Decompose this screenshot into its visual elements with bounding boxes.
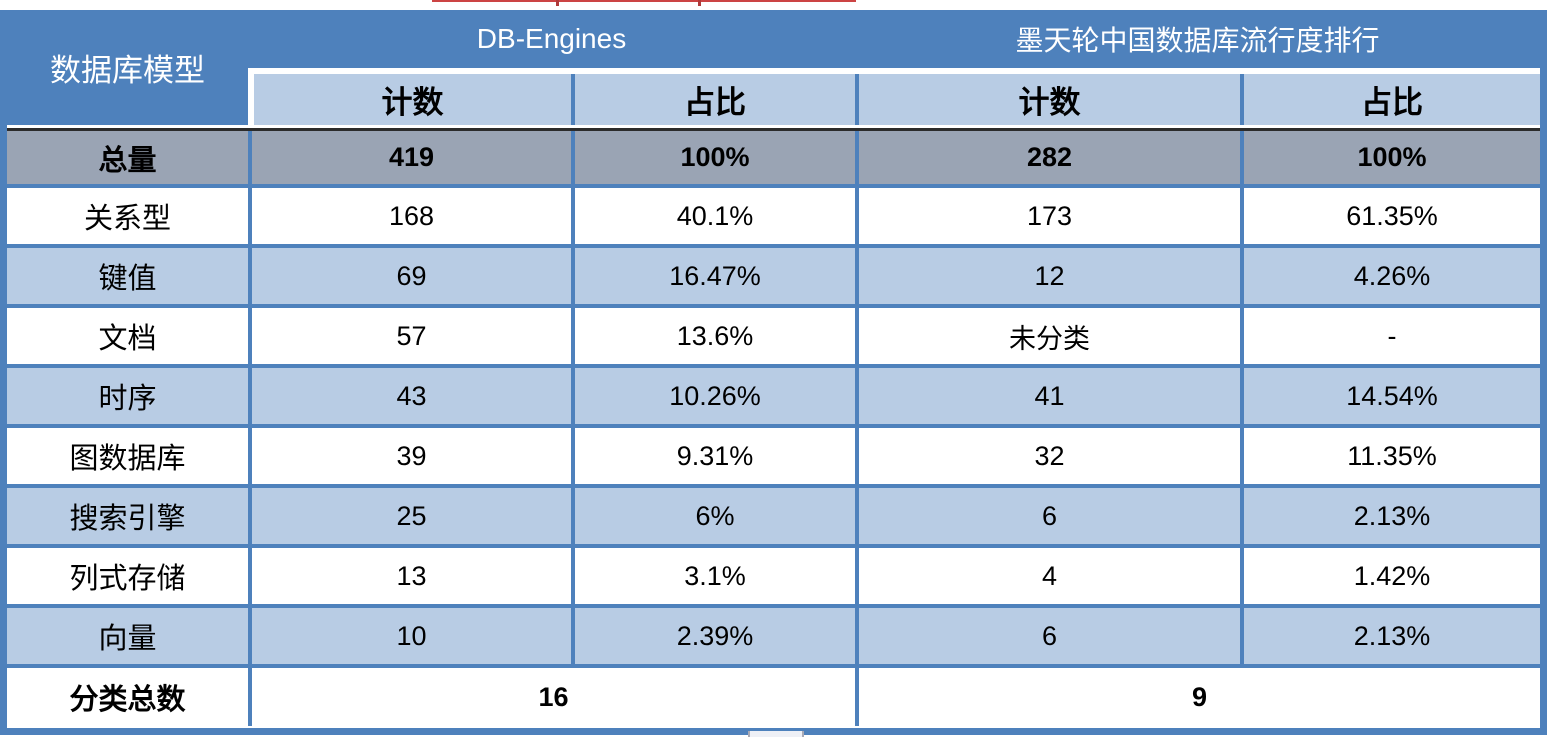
cell: 13.6% [571, 308, 855, 364]
cell: 57 [248, 308, 571, 364]
subheader-count-modb: 计数 [855, 74, 1240, 125]
row-label: 时序 [98, 383, 157, 415]
row-label: 总量 [98, 144, 157, 177]
row-label: 搜索引擎 [69, 503, 186, 535]
subheader-pct-db-engines: 占比 [571, 74, 855, 125]
table-row: 向量 10 2.39% 6 2.13% [7, 608, 1540, 668]
corner-header-label: 数据库模型 [50, 53, 205, 88]
cell: 40.1% [571, 188, 855, 244]
cell: 13 [248, 548, 571, 604]
footer-modb-total-cell: 9 [855, 668, 1540, 726]
cell: 25 [248, 488, 571, 544]
row-label: 文档 [98, 323, 157, 355]
red-line-artifact [432, 0, 856, 2]
group-header-db-engines: DB-Engines [248, 10, 855, 68]
subheader-pct-modb: 占比 [1240, 74, 1540, 125]
footer-db-engines-total-cell: 16 [248, 668, 855, 726]
corner-header-cell: 数据库模型 [7, 10, 248, 125]
cell: 100% [571, 131, 855, 184]
table-row: 列式存储 13 3.1% 4 1.42% [7, 548, 1540, 608]
red-tick-artifact [556, 0, 559, 6]
table-row: 搜索引擎 25 6% 6 2.13% [7, 488, 1540, 548]
cell: 100% [1240, 131, 1540, 184]
row-label: 图数据库 [69, 443, 186, 475]
scrollbar-artifact [748, 731, 804, 737]
row-label: 键值 [98, 263, 157, 295]
cell: 168 [248, 188, 571, 244]
subheader-count-db-engines: 计数 [254, 74, 571, 125]
cell: 16.47% [571, 248, 855, 304]
cell: 173 [855, 188, 1240, 244]
header-gap [254, 68, 1540, 74]
header-body-divider [7, 125, 1540, 128]
cell: 6 [855, 608, 1240, 664]
cell: 2.13% [1240, 488, 1540, 544]
table-row: 文档 57 13.6% 未分类 - [7, 308, 1540, 368]
table-row: 图数据库 39 9.31% 32 11.35% [7, 428, 1540, 488]
cell: 1.42% [1240, 548, 1540, 604]
cell: 10.26% [571, 368, 855, 424]
table-header: 数据库模型 DB-Engines 墨天轮中国数据库流行度排行 计数 占比 计数 … [7, 10, 1540, 125]
cell: 9.31% [571, 428, 855, 484]
cell: 2.39% [571, 608, 855, 664]
cell: 61.35% [1240, 188, 1540, 244]
cell: 419 [248, 131, 571, 184]
row-label: 向量 [98, 623, 157, 655]
cell: 39 [248, 428, 571, 484]
cell: 43 [248, 368, 571, 424]
cell: 4 [855, 548, 1240, 604]
cell: 41 [855, 368, 1240, 424]
cell: 12 [855, 248, 1240, 304]
cell: 6 [855, 488, 1240, 544]
table-row: 键值 69 16.47% 12 4.26% [7, 248, 1540, 308]
cell: 10 [248, 608, 571, 664]
table-row-total: 总量 419 100% 282 100% [7, 128, 1540, 188]
subheader-row: 计数 占比 计数 占比 [254, 74, 1540, 125]
cell: 4.26% [1240, 248, 1540, 304]
group-header-modb: 墨天轮中国数据库流行度排行 [855, 10, 1540, 68]
cell: 14.54% [1240, 368, 1540, 424]
cell: 6% [571, 488, 855, 544]
row-label: 列式存储 [69, 563, 186, 595]
table-row-footer: 分类总数 16 9 [7, 668, 1540, 726]
row-label: 分类总数 [69, 684, 186, 716]
table-row: 时序 43 10.26% 41 14.54% [7, 368, 1540, 428]
cell: 未分类 [855, 308, 1240, 364]
cell: 3.1% [571, 548, 855, 604]
cell: - [1240, 308, 1540, 364]
cell: 2.13% [1240, 608, 1540, 664]
row-label: 关系型 [83, 203, 171, 235]
comparison-table: 数据库模型 DB-Engines 墨天轮中国数据库流行度排行 计数 占比 计数 … [0, 10, 1547, 735]
red-tick-artifact [698, 0, 701, 6]
cell: 11.35% [1240, 428, 1540, 484]
table-row: 关系型 168 40.1% 173 61.35% [7, 188, 1540, 248]
cell: 32 [855, 428, 1240, 484]
cell: 69 [248, 248, 571, 304]
cell: 282 [855, 131, 1240, 184]
